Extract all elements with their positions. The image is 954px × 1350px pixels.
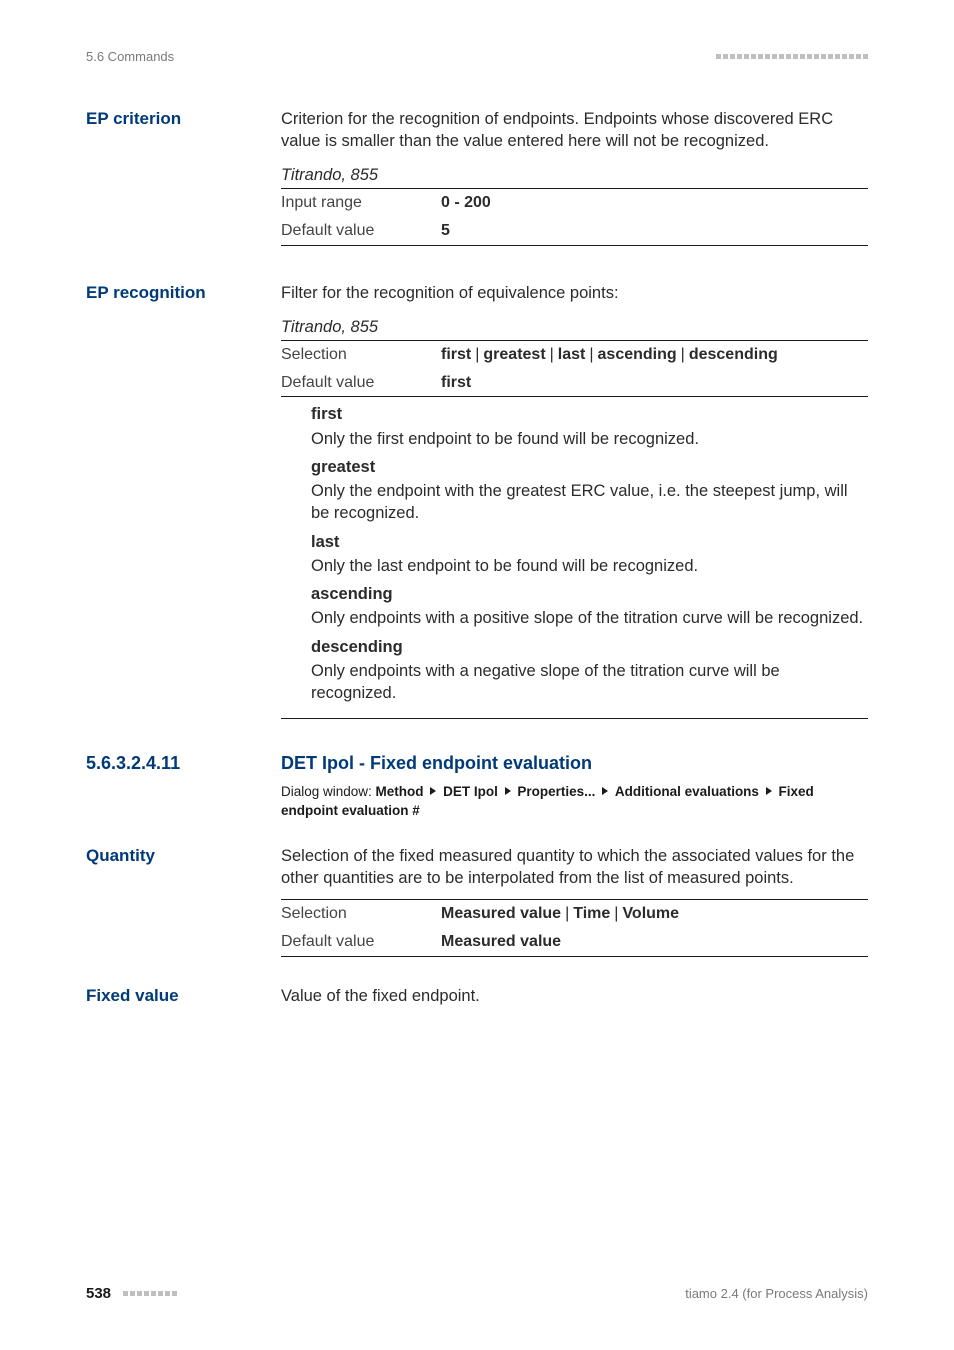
page-footer: 538 tiamo 2.4 (for Process Analysis) [86, 1284, 868, 1304]
block-fixed-value: Fixed value Value of the fixed endpoint. [86, 983, 868, 1017]
breadcrumb-separator-icon [505, 787, 511, 795]
para: Criterion for the recognition of endpoin… [281, 108, 868, 153]
para: Selection of the fixed measured quantity… [281, 845, 868, 890]
heading-quantity: Quantity [86, 843, 281, 961]
section-heading-row: 5.6.3.2.4.11 DET Ipol - Fixed endpoint e… [86, 751, 868, 820]
block-quantity: Quantity Selection of the fixed measured… [86, 843, 868, 961]
table-cell-label: Default value [281, 217, 441, 245]
dialog-note: Dialog window: Method DET Ipol Propertie… [281, 782, 868, 821]
table-caption: Titrando, 855 [281, 316, 868, 338]
content-ep-recognition: Filter for the recognition of equivalenc… [281, 280, 868, 726]
heading-fixed-value: Fixed value [86, 983, 281, 1017]
definition-text: Only endpoints with a negative slope of … [311, 660, 868, 705]
table-cell-label: Selection [281, 900, 441, 928]
para: Filter for the recognition of equivalenc… [281, 282, 868, 304]
definition-term: last [311, 531, 868, 553]
definition-text: Only the endpoint with the greatest ERC … [311, 480, 868, 525]
table-caption: Titrando, 855 [281, 164, 868, 186]
definition-text: Only the first endpoint to be found will… [311, 428, 868, 450]
table-row: Selectionfirst|greatest|last|ascending|d… [281, 341, 868, 369]
running-head: 5.6 Commands [86, 48, 868, 66]
footer-left: 538 [86, 1284, 177, 1304]
ornament-dashes [121, 1291, 177, 1296]
param-table: SelectionMeasured value|Time|VolumeDefau… [281, 899, 868, 956]
heading-ep-criterion: EP criterion [86, 106, 281, 250]
page: 5.6 Commands EP criterion Criterion for … [0, 0, 954, 1350]
table-cell-value: Measured value|Time|Volume [441, 900, 868, 928]
breadcrumb-separator-icon [430, 787, 436, 795]
table-row: Input range0 - 200 [281, 189, 868, 217]
param-table: Input range0 - 200Default value5 [281, 188, 868, 245]
param-table-body: Selectionfirst|greatest|last|ascending|d… [281, 341, 868, 397]
param-table-body: SelectionMeasured value|Time|VolumeDefau… [281, 900, 868, 956]
table-cell-label: Selection [281, 341, 441, 369]
para: Value of the fixed endpoint. [281, 985, 868, 1007]
table-row: Default valueMeasured value [281, 928, 868, 956]
table-cell-value: 0 - 200 [441, 189, 868, 217]
section-number: 5.6.3.2.4.11 [86, 751, 281, 820]
table-cell-value: first|greatest|last|ascending|descending [441, 341, 868, 369]
content-quantity: Selection of the fixed measured quantity… [281, 843, 868, 961]
definition-term: descending [311, 636, 868, 658]
running-head-left: 5.6 Commands [86, 48, 174, 66]
table-row: SelectionMeasured value|Time|Volume [281, 900, 868, 928]
definition-term: first [311, 403, 868, 425]
table-row: Default value5 [281, 217, 868, 245]
table-cell-label: Default value [281, 928, 441, 956]
page-number: 538 [86, 1284, 111, 1304]
heading-ep-recognition: EP recognition [86, 280, 281, 726]
ornament-dashes [714, 54, 868, 59]
section-title: DET Ipol - Fixed endpoint evaluation [281, 751, 868, 775]
table-cell-value: 5 [441, 217, 868, 245]
block-ep-criterion: EP criterion Criterion for the recogniti… [86, 106, 868, 250]
table-cell-label: Input range [281, 189, 441, 217]
definition-text: Only the last endpoint to be found will … [311, 555, 868, 577]
definitions-list: first Only the first endpoint to be found… [281, 403, 868, 719]
table-cell-label: Default value [281, 369, 441, 397]
section-title-col: DET Ipol - Fixed endpoint evaluation Dia… [281, 751, 868, 820]
param-table-body: Input range0 - 200Default value5 [281, 189, 868, 245]
footer-right: tiamo 2.4 (for Process Analysis) [685, 1285, 868, 1303]
table-cell-value: Measured value [441, 928, 868, 956]
definition-text: Only endpoints with a positive slope of … [311, 607, 868, 629]
block-ep-recognition: EP recognition Filter for the recognitio… [86, 280, 868, 726]
table-row: Default valuefirst [281, 369, 868, 397]
table-cell-value: first [441, 369, 868, 397]
breadcrumb-separator-icon [602, 787, 608, 795]
breadcrumb-separator-icon [766, 787, 772, 795]
param-table: Selectionfirst|greatest|last|ascending|d… [281, 340, 868, 397]
definition-term: greatest [311, 456, 868, 478]
content-fixed-value: Value of the fixed endpoint. [281, 983, 868, 1017]
definition-term: ascending [311, 583, 868, 605]
content-ep-criterion: Criterion for the recognition of endpoin… [281, 106, 868, 250]
